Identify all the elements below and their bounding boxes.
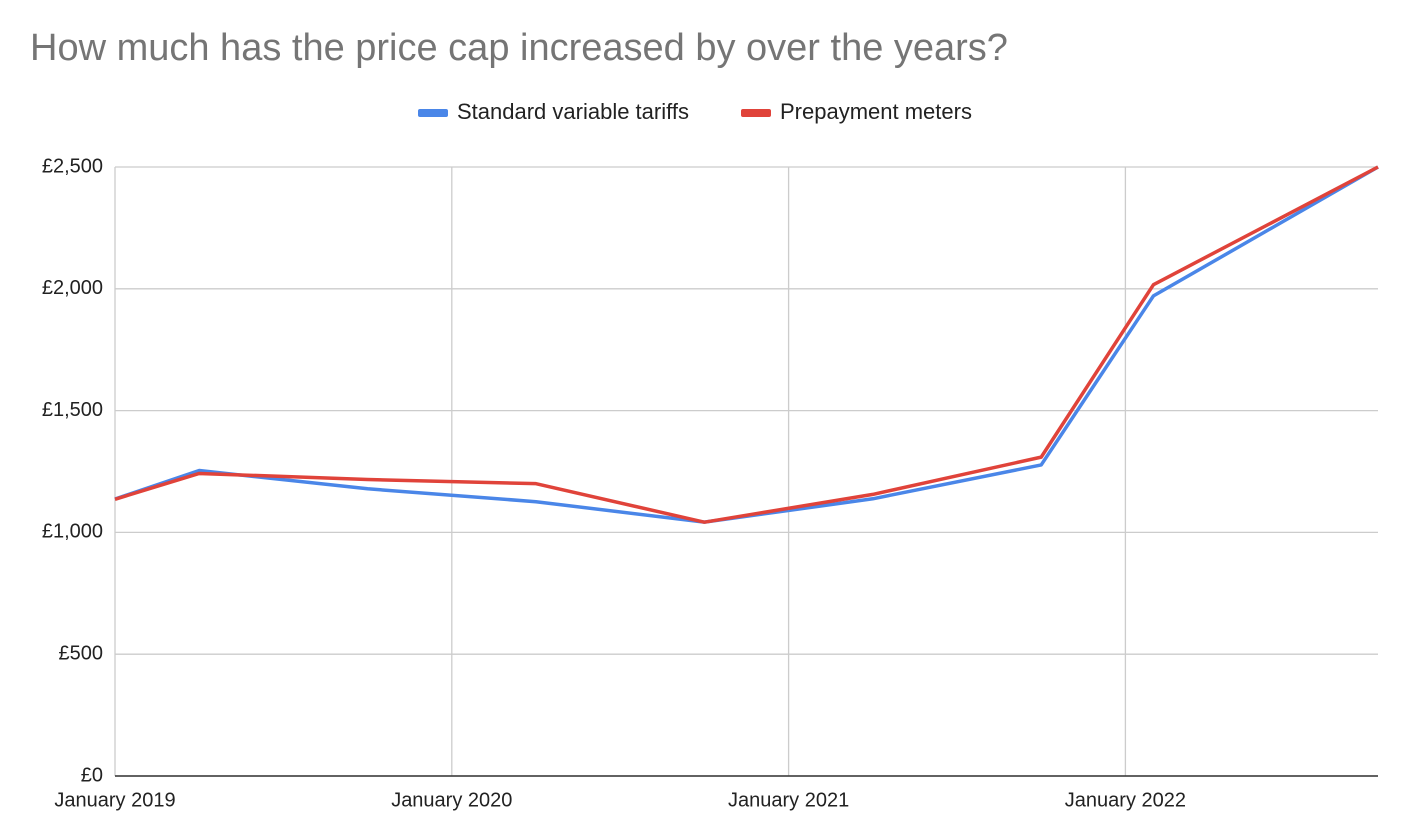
legend-swatch	[741, 109, 771, 117]
series-line	[114, 165, 1379, 524]
y-tick-label: £1,500	[42, 399, 103, 421]
legend-swatch	[418, 109, 448, 117]
x-tick-label: January 2022	[1065, 789, 1186, 811]
series-line	[114, 165, 1379, 524]
y-tick-label: £0	[81, 764, 103, 786]
y-tick-label: £500	[59, 642, 104, 664]
chart-title: How much has the price cap increased by …	[30, 27, 1008, 69]
x-tick-label: January 2019	[54, 789, 175, 811]
y-tick-label: £2,500	[42, 155, 103, 177]
legend-label: Prepayment meters	[780, 99, 972, 124]
legend-label: Standard variable tariffs	[457, 99, 689, 124]
y-tick-label: £1,000	[42, 521, 103, 543]
y-tick-label: £2,000	[42, 277, 103, 299]
x-tick-label: January 2021	[728, 789, 849, 811]
x-tick-label: January 2020	[391, 789, 512, 811]
